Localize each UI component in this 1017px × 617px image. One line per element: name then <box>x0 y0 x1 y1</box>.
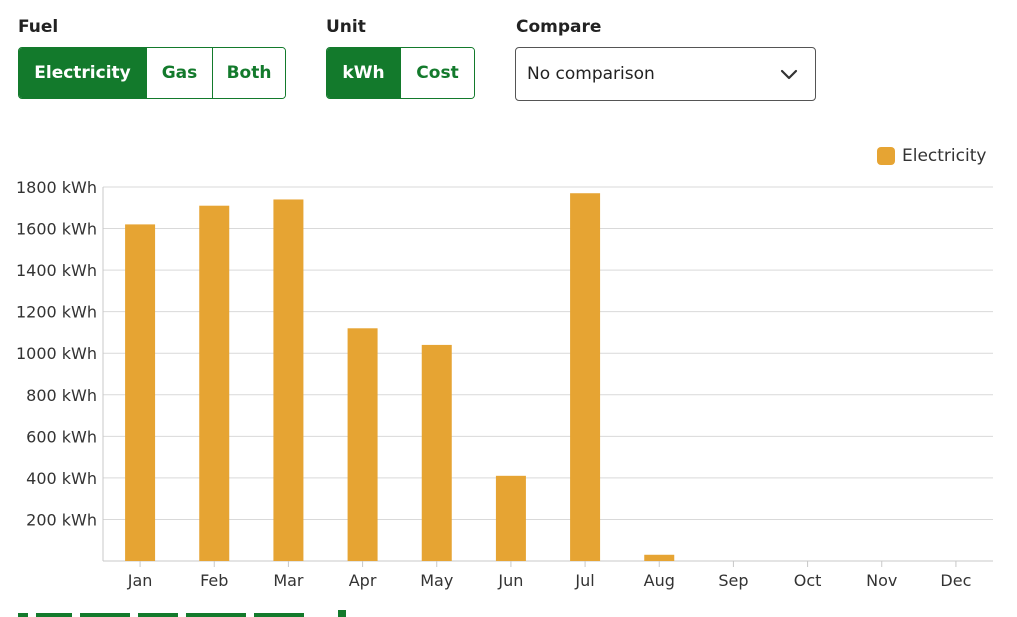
y-tick-label: 200 kWh <box>26 510 97 529</box>
bar-mar <box>273 199 304 561</box>
x-tick-label: Apr <box>349 571 377 590</box>
x-tick-label: Sep <box>718 571 748 590</box>
bar-may <box>421 344 452 561</box>
y-tick-label: 400 kWh <box>26 469 97 488</box>
x-tick-label: Jul <box>574 571 594 590</box>
y-tick-label: 1800 kWh <box>16 178 97 197</box>
unit-kwh-button[interactable]: kWh <box>327 48 400 98</box>
unit-label: Unit <box>326 17 366 37</box>
chart-legend: Electricity <box>877 146 986 166</box>
y-tick-label: 600 kWh <box>26 427 97 446</box>
y-tick-label: 1000 kWh <box>16 344 97 363</box>
x-tick-label: Dec <box>940 571 971 590</box>
x-tick-label: May <box>420 571 453 590</box>
bar-aug <box>644 554 675 561</box>
fuel-toggle: Electricity Gas Both <box>18 47 286 99</box>
y-tick-label: 1600 kWh <box>16 220 97 239</box>
x-tick-label: Nov <box>866 571 897 590</box>
compare-select-value: No comparison <box>527 64 655 84</box>
compare-label: Compare <box>516 17 602 37</box>
chevron-down-icon <box>780 69 798 80</box>
bar-feb <box>199 205 230 561</box>
y-tick-label: 1200 kWh <box>16 303 97 322</box>
compare-select[interactable]: No comparison <box>515 47 816 101</box>
legend-swatch-electricity <box>877 147 895 165</box>
unit-cost-button[interactable]: Cost <box>400 48 474 98</box>
x-tick-label: Oct <box>794 571 822 590</box>
bar-jan <box>125 224 156 561</box>
x-tick-label: Jan <box>127 571 153 590</box>
y-tick-label: 800 kWh <box>26 386 97 405</box>
bar-apr <box>347 328 378 561</box>
bar-jun <box>495 475 526 561</box>
x-tick-label: Feb <box>200 571 228 590</box>
footer-partial-text <box>18 610 346 617</box>
legend-label-electricity: Electricity <box>902 146 987 166</box>
x-tick-label: Jun <box>497 571 523 590</box>
fuel-gas-button[interactable]: Gas <box>146 48 212 98</box>
fuel-both-button[interactable]: Both <box>212 48 285 98</box>
x-tick-label: Aug <box>644 571 675 590</box>
fuel-label: Fuel <box>18 17 59 37</box>
unit-toggle: kWh Cost <box>326 47 475 99</box>
fuel-electricity-button[interactable]: Electricity <box>19 48 146 98</box>
usage-bar-chart: 200 kWh 400 kWh 600 kWh 800 kWh 1000 kWh 1200… <box>16 178 993 590</box>
x-tick-label: Mar <box>273 571 304 590</box>
y-tick-label: 1400 kWh <box>16 261 97 280</box>
bar-jul <box>570 193 601 561</box>
